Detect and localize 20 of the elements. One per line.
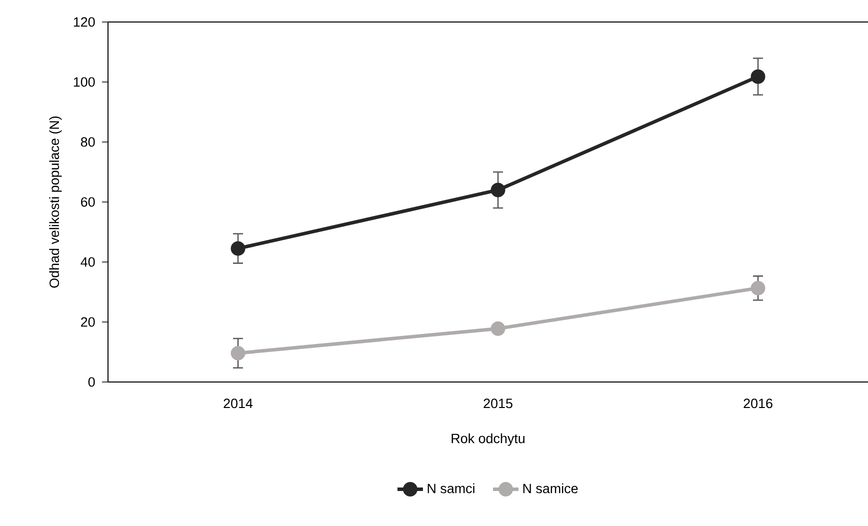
y-tick-label: 80 [80,137,95,147]
x-tick-label: 2014 [224,398,253,408]
x-tick-label: 2016 [744,398,772,408]
y-tick-label: 100 [74,77,95,87]
legend-label: N samice [523,483,578,494]
point [230,241,246,256]
point [490,321,506,336]
y-tick-label: 60 [81,197,95,207]
y-tick-label: 120 [74,17,95,27]
y-axis-title: Odhad velikosti populace (N) [49,116,62,288]
point [750,280,766,296]
y-tick-label: 40 [80,257,95,267]
legend-label: N samci [428,483,474,494]
y-tick-label: 0 [88,377,95,387]
point [490,182,506,198]
point [230,346,246,360]
x-tick-label: 2015 [484,398,512,408]
y-tick-label: 20 [81,317,95,327]
point [750,69,766,84]
x-axis-title: Rok odchytu [452,433,524,446]
